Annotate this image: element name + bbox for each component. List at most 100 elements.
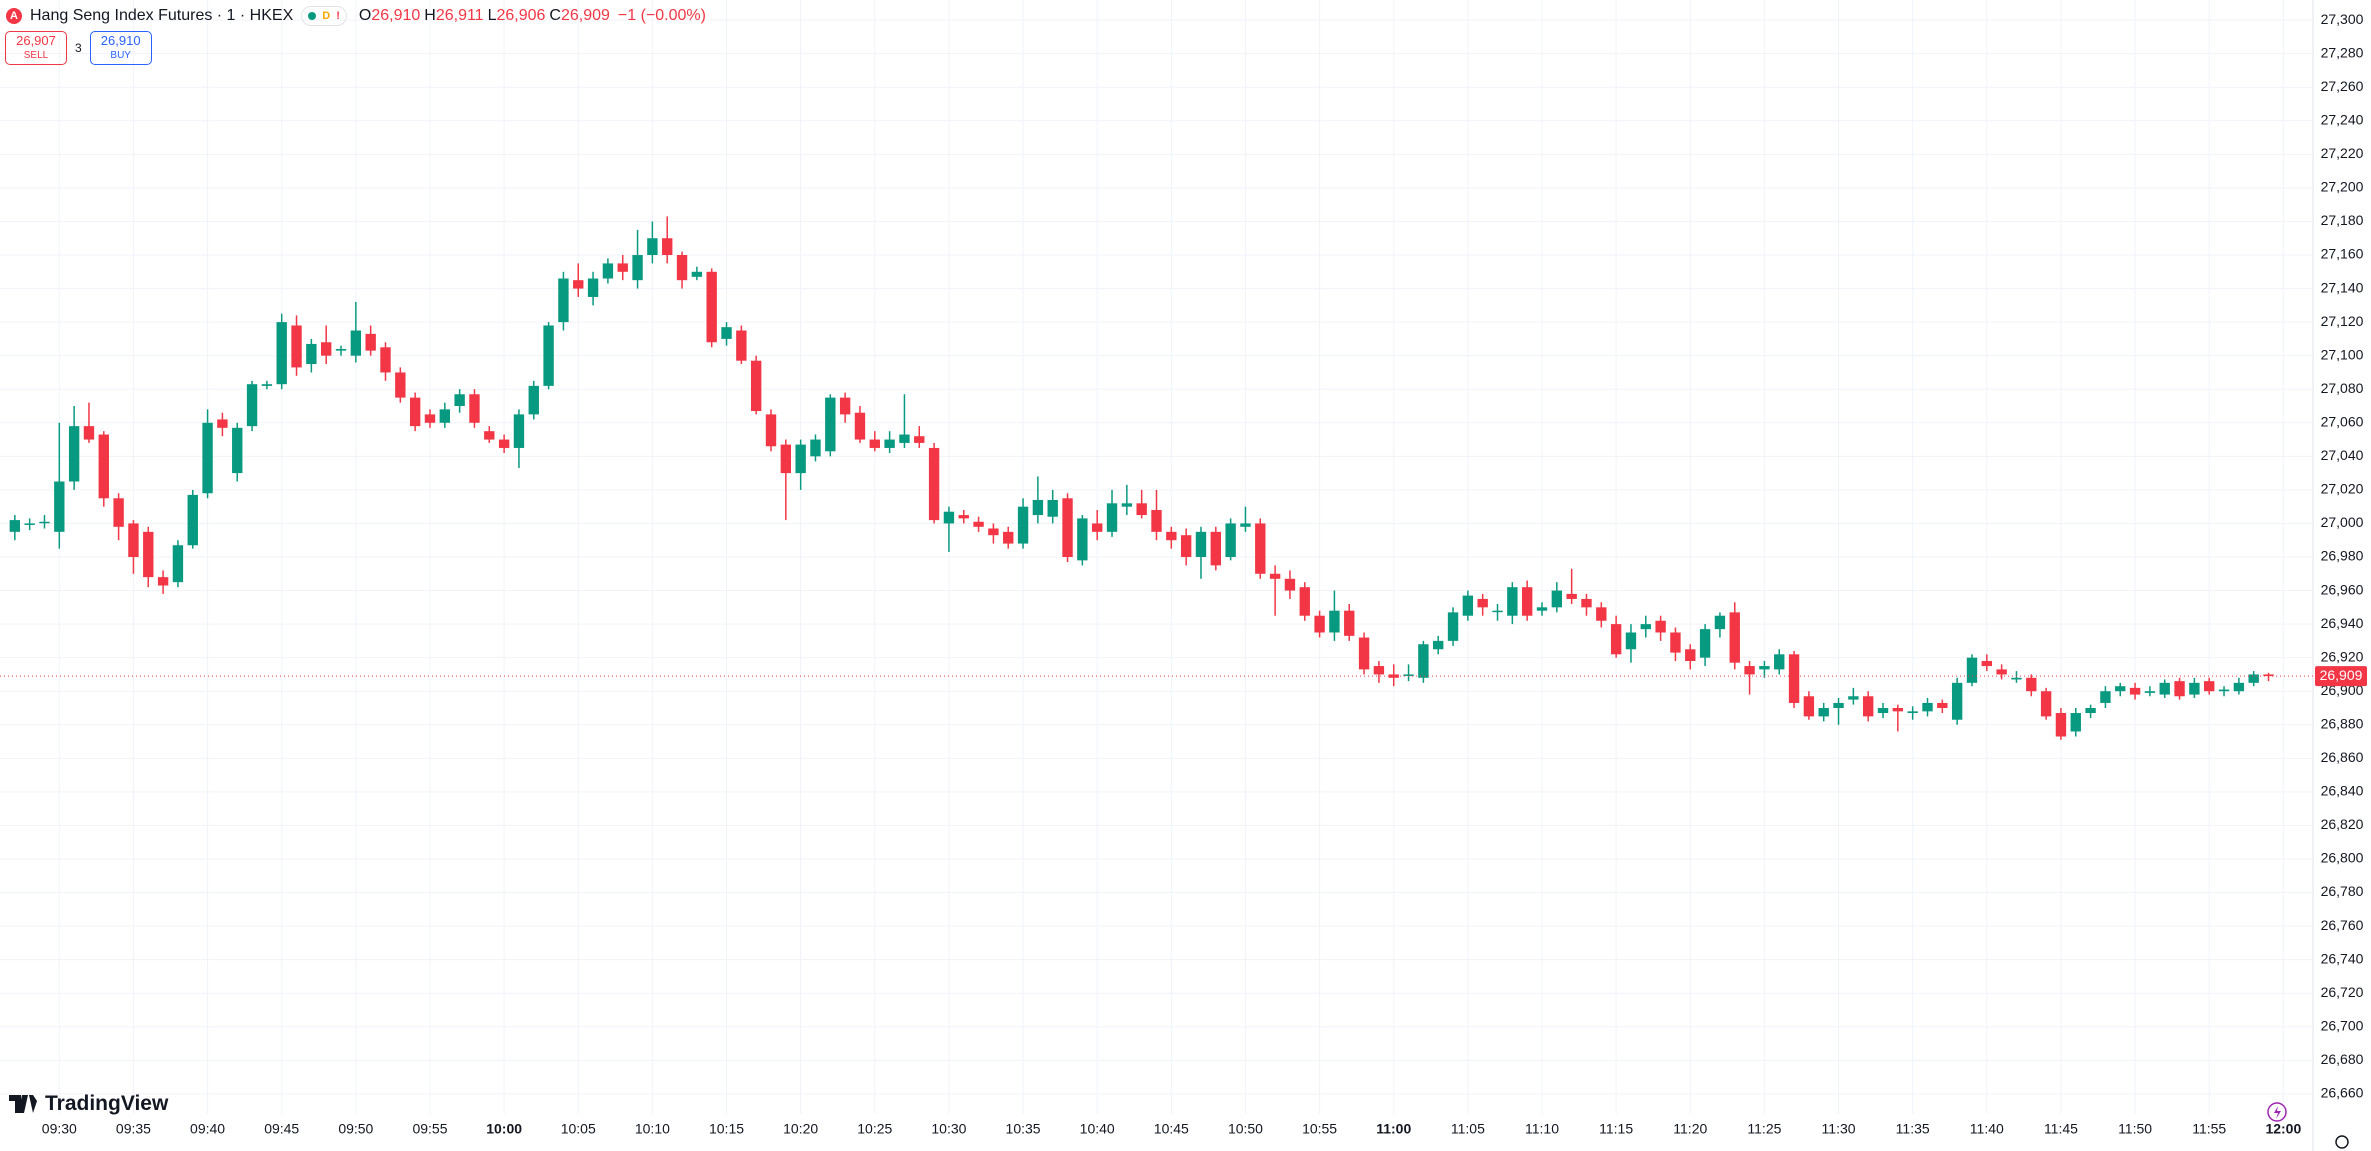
y-tick-label: 26,780 xyxy=(2321,883,2364,899)
candle-body xyxy=(2070,713,2081,732)
settings-icon xyxy=(2335,1135,2349,1149)
candle-body xyxy=(1788,654,1800,703)
candle-body xyxy=(2263,674,2274,677)
candle-body xyxy=(1166,531,1177,541)
candle-body xyxy=(721,327,732,339)
x-tick-label: 10:00 xyxy=(486,1121,522,1137)
x-tick-label: 11:55 xyxy=(2192,1121,2226,1137)
sell-label: SELL xyxy=(23,50,49,61)
candle-body xyxy=(68,426,80,482)
x-tick-label: 11:40 xyxy=(1970,1121,2004,1137)
candle-body xyxy=(528,385,539,415)
x-tick-label: 09:45 xyxy=(264,1121,299,1137)
candle-body xyxy=(1121,503,1133,507)
y-tick-label: 26,800 xyxy=(2321,850,2364,866)
trade-panel: 26,907 SELL 3 26,910 BUY xyxy=(5,31,152,65)
candle-body xyxy=(1358,637,1370,670)
x-tick-label: 11:35 xyxy=(1896,1121,1930,1137)
y-tick-label: 26,980 xyxy=(2321,548,2364,564)
candle-body xyxy=(365,333,376,351)
candle-body xyxy=(1329,610,1340,633)
x-tick-label: 11:05 xyxy=(1451,1121,1485,1137)
candle-body xyxy=(1344,610,1355,636)
candle-body xyxy=(1581,598,1592,608)
logo-mark xyxy=(9,1095,37,1113)
candle-body xyxy=(232,427,243,474)
candle-body xyxy=(1981,661,1992,667)
candle-body xyxy=(439,409,450,423)
tradingview-logo[interactable]: TradingView xyxy=(9,1092,168,1116)
candle-body xyxy=(98,434,109,499)
buy-button[interactable]: 26,910 BUY xyxy=(89,31,152,65)
candle-body xyxy=(54,481,65,532)
symbol-title[interactable]: Hang Seng Index Futures · 1 · HKEX xyxy=(30,7,294,24)
candle-body xyxy=(1210,531,1221,566)
candle-body xyxy=(469,394,480,423)
candle-body xyxy=(988,528,999,536)
x-tick-label: 10:25 xyxy=(857,1121,892,1137)
ohlc-label: H xyxy=(424,7,436,24)
y-tick-label: 27,160 xyxy=(2321,246,2364,262)
candle-body xyxy=(2204,681,2215,692)
candle-body xyxy=(765,414,777,447)
candle-body xyxy=(2129,687,2141,695)
candle-body xyxy=(1596,607,1607,621)
candle-body xyxy=(587,278,599,297)
candle-body xyxy=(321,342,332,356)
candle-body xyxy=(39,521,50,524)
candle-body xyxy=(187,494,198,546)
candle-body xyxy=(1032,499,1044,516)
y-tick-label: 26,880 xyxy=(2321,715,2364,731)
y-tick-label: 26,960 xyxy=(2321,581,2364,597)
candle-body xyxy=(2085,707,2096,714)
spread: 3 xyxy=(75,41,82,55)
y-tick-label: 26,660 xyxy=(2321,1085,2364,1101)
candle-body xyxy=(1966,657,1978,683)
candle-body xyxy=(899,434,910,443)
candle-body xyxy=(958,515,969,519)
candle-body xyxy=(676,255,688,281)
y-tick-label: 26,700 xyxy=(2321,1017,2364,1033)
candle-body xyxy=(2115,686,2126,692)
symbol-icon: A xyxy=(6,8,22,24)
x-tick-label: 09:40 xyxy=(190,1121,225,1137)
y-tick-label: 27,280 xyxy=(2321,44,2364,60)
candle-body xyxy=(454,394,465,407)
y-tick-label: 26,820 xyxy=(2321,816,2364,832)
candle-body xyxy=(1625,632,1637,650)
ohlc-value: 26,909 xyxy=(560,7,610,24)
candle-body xyxy=(1225,523,1236,557)
candle-body xyxy=(113,498,124,527)
candle-body xyxy=(1670,632,1681,653)
candle-body xyxy=(2159,682,2170,695)
x-tick-label: 09:55 xyxy=(412,1121,447,1137)
candle-body xyxy=(1848,696,1859,700)
candle-body xyxy=(662,238,673,256)
candle-body xyxy=(484,431,495,440)
candle-body xyxy=(810,439,821,457)
candle-body xyxy=(1492,610,1503,613)
y-tick-label: 27,260 xyxy=(2321,78,2364,94)
candle-body xyxy=(1240,523,1251,527)
y-tick-label: 26,940 xyxy=(2321,615,2364,631)
candle-body xyxy=(2248,674,2259,683)
y-tick-label: 27,120 xyxy=(2321,313,2364,329)
candle-body xyxy=(973,521,984,527)
candle-body xyxy=(1462,595,1474,616)
buy-price: 26,910 xyxy=(100,33,141,48)
candle-body xyxy=(380,347,391,373)
candle-body xyxy=(632,255,643,281)
sell-button[interactable]: 26,907 SELL xyxy=(5,31,67,65)
candle-body xyxy=(1092,523,1103,532)
candle-body xyxy=(1388,674,1399,678)
ohlc-value: 26,906 xyxy=(496,7,546,24)
candle-body xyxy=(24,523,35,525)
ohlc-label: L xyxy=(487,7,497,24)
status-badges[interactable]: D ! xyxy=(301,6,347,26)
badge-d: D xyxy=(322,10,331,22)
candle-body xyxy=(1640,624,1651,630)
candle-body xyxy=(350,330,362,356)
candle-body xyxy=(202,422,213,494)
candle-body xyxy=(1269,573,1281,579)
